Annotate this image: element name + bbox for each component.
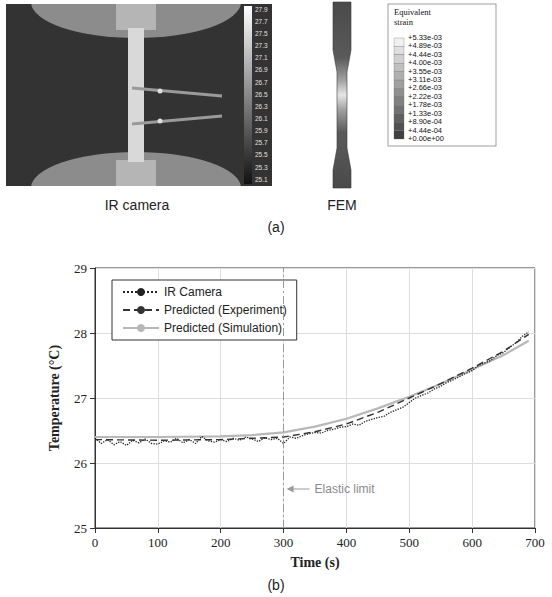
svg-text:Predicted (Experiment): Predicted (Experiment) <box>164 303 287 317</box>
svg-text:25.1: 25.1 <box>255 176 268 183</box>
svg-text:+4.00e-03: +4.00e-03 <box>408 58 442 68</box>
svg-text:+2.22e-03: +2.22e-03 <box>408 91 442 101</box>
svg-text:500: 500 <box>400 535 420 550</box>
svg-text:26.7: 26.7 <box>255 79 268 86</box>
svg-text:28: 28 <box>74 326 87 341</box>
svg-text:27.3: 27.3 <box>255 42 268 49</box>
svg-text:25.3: 25.3 <box>255 164 268 171</box>
svg-text:+5.33e-03: +5.33e-03 <box>408 33 442 42</box>
svg-text:+1.33e-03: +1.33e-03 <box>408 108 442 118</box>
svg-text:400: 400 <box>337 535 357 550</box>
svg-text:100: 100 <box>148 535 168 550</box>
svg-text:27.1: 27.1 <box>255 54 268 61</box>
svg-text:strain: strain <box>394 17 414 27</box>
svg-text:0: 0 <box>92 535 99 550</box>
svg-text:Elastic limit: Elastic limit <box>315 482 376 496</box>
svg-text:Predicted (Simulation): Predicted (Simulation) <box>164 321 282 335</box>
svg-text:26.9: 26.9 <box>255 66 268 73</box>
svg-text:+0.00e+00: +0.00e+00 <box>408 134 444 143</box>
svg-text:FEM: FEM <box>327 197 357 213</box>
svg-text:25.5: 25.5 <box>255 151 268 158</box>
svg-text:(a): (a) <box>267 219 284 235</box>
svg-text:Equivalent: Equivalent <box>394 7 431 17</box>
svg-text:Temperature (°C): Temperature (°C) <box>47 345 63 452</box>
svg-text:25.7: 25.7 <box>255 139 268 146</box>
svg-text:25: 25 <box>74 521 87 536</box>
svg-text:+3.11e-03: +3.11e-03 <box>408 75 442 85</box>
svg-text:26: 26 <box>74 456 88 471</box>
svg-text:26.3: 26.3 <box>255 103 268 110</box>
svg-text:27.7: 27.7 <box>255 18 268 25</box>
svg-text:+1.78e-03: +1.78e-03 <box>408 100 442 110</box>
svg-text:+3.55e-03: +3.55e-03 <box>408 66 442 76</box>
svg-text:IR Camera: IR Camera <box>164 285 222 299</box>
svg-text:300: 300 <box>274 535 294 550</box>
svg-text:+8.90e-04: +8.90e-04 <box>408 117 442 127</box>
svg-text:27: 27 <box>74 391 88 406</box>
svg-text:600: 600 <box>462 535 482 550</box>
svg-text:26.5: 26.5 <box>255 91 268 98</box>
svg-text:200: 200 <box>211 535 231 550</box>
svg-text:26.1: 26.1 <box>255 115 268 122</box>
svg-text:+4.44e-03: +4.44e-03 <box>408 49 442 59</box>
svg-text:27.5: 27.5 <box>255 30 268 37</box>
svg-text:700: 700 <box>525 535 545 550</box>
svg-text:25.9: 25.9 <box>255 127 268 134</box>
svg-text:27.9: 27.9 <box>255 6 268 13</box>
svg-text:29: 29 <box>74 261 87 276</box>
svg-text:IR camera: IR camera <box>105 197 170 213</box>
svg-text:+4.89e-03: +4.89e-03 <box>408 41 442 51</box>
svg-text:Time (s): Time (s) <box>290 555 339 571</box>
svg-text:+2.66e-03: +2.66e-03 <box>408 83 442 93</box>
svg-text:+4.44e-04: +4.44e-04 <box>408 125 442 135</box>
html-text:(b): (b) <box>267 577 285 593</box>
